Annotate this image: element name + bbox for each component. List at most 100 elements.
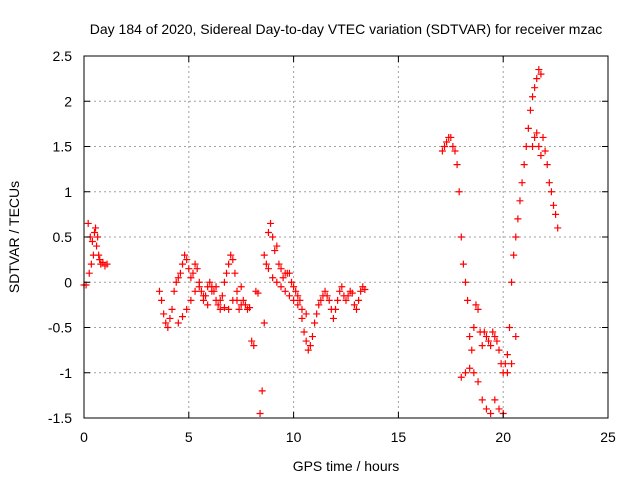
data-point (229, 256, 237, 264)
data-point (220, 278, 228, 286)
x-axis-ticks: 0 5 10 15 20 25 (80, 56, 616, 445)
data-point (158, 296, 166, 304)
data-point (543, 161, 551, 169)
data-point (195, 283, 203, 291)
data-point (275, 260, 283, 268)
data-point (155, 287, 163, 295)
y-tick-label: -0.5 (48, 320, 72, 336)
data-point (489, 328, 497, 336)
data-point (281, 287, 289, 295)
data-point (271, 247, 279, 255)
data-point (223, 269, 231, 277)
data-point (294, 292, 302, 300)
data-point (455, 188, 463, 196)
data-point (443, 138, 451, 146)
x-tick-label: 25 (600, 429, 616, 445)
data-point (95, 251, 103, 259)
data-point (535, 143, 543, 150)
data-point (478, 396, 486, 404)
data-point (453, 161, 461, 169)
data-point (239, 296, 247, 304)
data-point (294, 301, 302, 309)
data-point (179, 260, 187, 268)
data-point (464, 296, 472, 304)
data-point (336, 287, 344, 295)
data-point (451, 147, 459, 155)
data-point (338, 283, 346, 291)
data-point (447, 133, 455, 141)
data-point (290, 283, 298, 291)
data-point (170, 287, 178, 295)
data-point (277, 283, 285, 291)
data-point (449, 143, 457, 150)
x-axis-label: GPS time / hours (293, 458, 400, 474)
data-point (160, 310, 168, 318)
data-point (554, 224, 562, 232)
data-point (520, 161, 528, 169)
data-point (461, 369, 469, 377)
data-point (277, 265, 285, 273)
data-point (323, 292, 331, 300)
data-point (204, 301, 212, 309)
data-point (229, 296, 237, 304)
data-point (298, 314, 306, 322)
data-point (470, 324, 478, 331)
data-point (84, 219, 92, 227)
data-point (264, 228, 272, 236)
data-point (478, 342, 486, 350)
data-point (468, 346, 476, 354)
data-point (99, 258, 107, 266)
data-point (254, 289, 262, 297)
data-point (535, 66, 543, 74)
data-point (273, 242, 281, 250)
data-point (461, 278, 469, 286)
data-point (495, 346, 503, 354)
data-point (474, 305, 482, 313)
data-point (214, 301, 222, 309)
grid-lines (84, 56, 608, 418)
data-point (357, 287, 365, 295)
data-point (350, 301, 358, 309)
data-point (187, 274, 195, 282)
data-point (237, 283, 245, 291)
data-point (480, 328, 488, 336)
x-tick-label: 0 (80, 429, 88, 445)
data-point (164, 324, 172, 331)
data-point (216, 296, 224, 304)
data-point (533, 129, 541, 137)
data-point (279, 274, 287, 282)
data-point (503, 351, 511, 359)
data-point (537, 70, 545, 78)
data-point (85, 269, 93, 277)
data-point (304, 346, 312, 354)
data-point (503, 369, 511, 377)
y-tick-label: 0 (64, 274, 72, 290)
data-point (90, 228, 98, 236)
data-point (172, 278, 180, 286)
data-point (176, 269, 184, 277)
data-point (306, 342, 314, 350)
data-point (474, 378, 482, 386)
data-point (438, 147, 446, 155)
data-point (285, 269, 293, 277)
data-point (94, 233, 102, 241)
data-point (273, 278, 281, 286)
y-tick-label: -1.5 (48, 410, 72, 426)
data-point (248, 337, 256, 345)
data-point (264, 265, 272, 273)
data-point (537, 152, 545, 160)
data-point (313, 310, 321, 318)
data-point (246, 304, 254, 312)
y-tick-label: 2 (64, 93, 72, 109)
y-tick-label: 1 (64, 184, 72, 200)
data-point (459, 260, 467, 268)
data-point (315, 301, 323, 309)
data-point (166, 314, 174, 322)
data-point (92, 224, 100, 232)
x-tick-label: 15 (391, 429, 407, 445)
data-point (348, 289, 356, 297)
data-point (493, 337, 501, 345)
data-point (512, 233, 520, 241)
data-point (189, 269, 197, 277)
data-point (524, 124, 532, 132)
